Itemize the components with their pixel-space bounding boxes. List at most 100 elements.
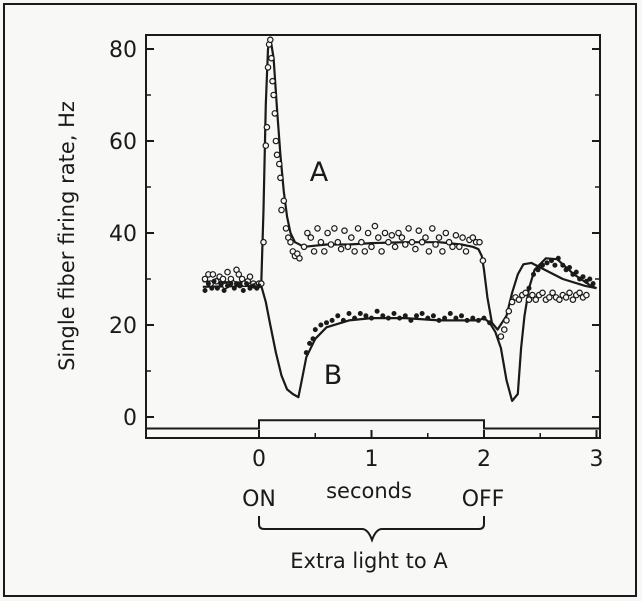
- point-a: [435, 234, 443, 241]
- point-a: [539, 289, 546, 297]
- point-a: [224, 268, 231, 276]
- point-a: [271, 110, 279, 117]
- point-b: [573, 269, 579, 275]
- point-a: [497, 333, 505, 340]
- point-b: [552, 262, 558, 268]
- point-a: [425, 248, 433, 255]
- point-b: [380, 313, 386, 319]
- point-a: [347, 234, 355, 241]
- point-a: [515, 296, 523, 304]
- point-b: [209, 285, 215, 291]
- point-b: [583, 278, 589, 284]
- stimulus-brace: [258, 516, 485, 543]
- point-b: [413, 313, 419, 319]
- point-b: [318, 322, 324, 328]
- point-b: [430, 313, 436, 319]
- point-a: [361, 248, 369, 255]
- y-tick-label: 0: [123, 406, 137, 431]
- point-b: [368, 315, 374, 321]
- point-a: [358, 238, 365, 246]
- curve-label-a: A: [310, 157, 329, 188]
- point-a: [388, 232, 396, 239]
- point-b: [323, 320, 329, 326]
- point-a: [310, 248, 318, 255]
- point-b: [247, 285, 253, 291]
- point-b: [352, 315, 358, 321]
- point-a: [479, 257, 487, 264]
- point-a: [269, 77, 276, 85]
- stimulus-caption: Extra light to A: [290, 549, 448, 573]
- point-b: [447, 310, 453, 316]
- point-b: [458, 313, 464, 319]
- point-a: [273, 151, 281, 159]
- point-b: [202, 287, 208, 293]
- x-tick-label: 1: [365, 447, 379, 472]
- point-b: [363, 313, 369, 319]
- point-a: [583, 291, 590, 299]
- point-a: [566, 289, 573, 297]
- point-a: [374, 234, 382, 241]
- point-a: [422, 234, 429, 241]
- point-b: [340, 317, 346, 323]
- point-a: [529, 291, 536, 299]
- point-a: [428, 225, 436, 232]
- point-a: [476, 238, 483, 246]
- point-a: [418, 238, 426, 246]
- y-axis-label: Single fiber firing rate, Hz: [55, 101, 79, 371]
- stimulus-trace: [146, 419, 600, 430]
- point-b: [539, 262, 545, 268]
- point-a: [296, 254, 303, 262]
- point-a: [398, 234, 406, 241]
- point-b: [481, 315, 487, 321]
- point-a: [341, 227, 348, 235]
- point-a: [449, 243, 456, 251]
- point-b: [548, 258, 554, 264]
- point-a: [337, 245, 345, 253]
- point-b: [587, 276, 593, 282]
- point-a: [246, 273, 254, 281]
- x-tick-label: 2: [477, 447, 491, 472]
- point-a: [549, 289, 556, 297]
- y-tick-label: 40: [109, 222, 137, 247]
- point-b: [530, 271, 536, 277]
- point-b: [312, 327, 318, 333]
- on-label: ON: [242, 487, 276, 512]
- point-b: [234, 281, 240, 287]
- point-b: [436, 317, 442, 323]
- x-tick-label: 0: [252, 447, 266, 472]
- point-b: [303, 350, 309, 356]
- point-b: [402, 313, 408, 319]
- point-b: [225, 283, 231, 289]
- point-b: [329, 317, 335, 323]
- point-b: [544, 260, 550, 266]
- point-b: [425, 315, 431, 321]
- point-b: [535, 267, 541, 273]
- point-a: [287, 238, 294, 246]
- point-b: [250, 283, 256, 289]
- point-b: [237, 283, 243, 289]
- point-a: [354, 225, 362, 232]
- point-a: [405, 225, 412, 232]
- point-b: [577, 276, 583, 282]
- point-a: [264, 64, 272, 71]
- point-b: [470, 315, 476, 321]
- point-a: [508, 298, 516, 306]
- point-a: [327, 241, 335, 248]
- x-axis-label: seconds: [326, 479, 412, 503]
- point-a: [522, 289, 529, 297]
- point-a: [314, 225, 321, 232]
- point-a: [201, 275, 209, 283]
- point-a: [280, 197, 288, 205]
- point-b: [397, 315, 403, 321]
- point-a: [432, 241, 439, 248]
- point-a: [270, 91, 277, 99]
- point-a: [505, 307, 513, 315]
- point-b: [307, 340, 313, 346]
- point-b: [228, 281, 234, 287]
- point-b: [487, 320, 493, 326]
- point-b: [240, 287, 246, 293]
- point-a: [503, 317, 510, 324]
- point-b: [475, 317, 481, 323]
- point-a: [562, 294, 570, 301]
- point-a: [442, 229, 450, 237]
